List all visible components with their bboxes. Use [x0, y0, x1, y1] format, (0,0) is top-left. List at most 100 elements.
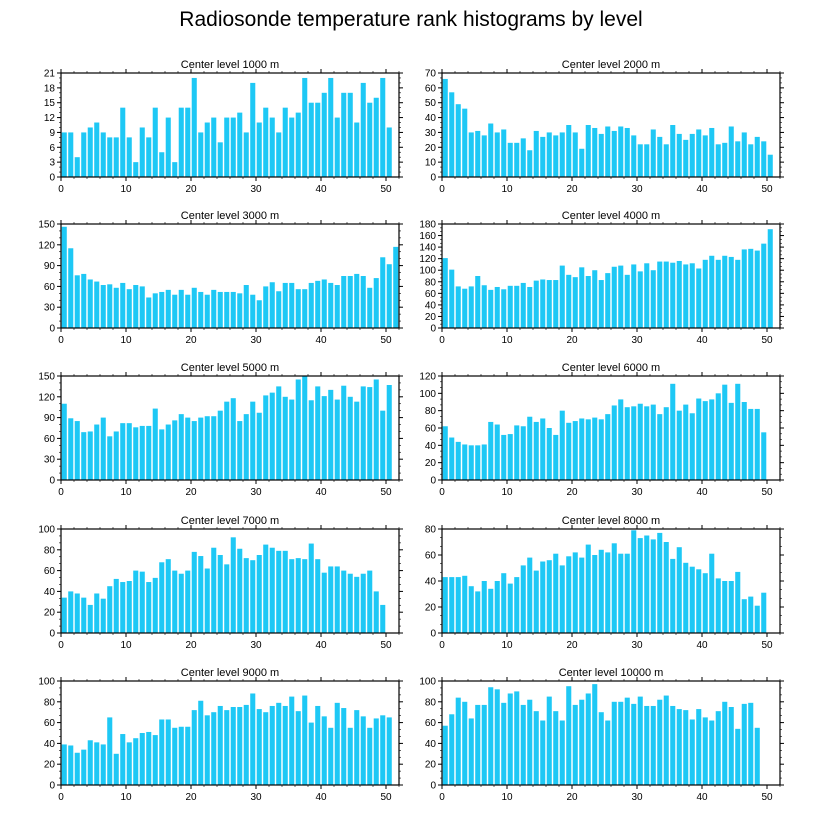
- bar: [380, 77, 386, 177]
- bar: [670, 383, 676, 480]
- bar: [159, 152, 165, 177]
- bar: [494, 424, 500, 480]
- bar: [159, 429, 165, 480]
- bar: [546, 560, 552, 633]
- y-tick-label: 0: [49, 324, 55, 335]
- bar: [198, 556, 204, 633]
- panel-6: Center level 6000 m 0 20 40 60 80 100 120 0 10 20 3…: [419, 362, 784, 498]
- panel-title: Center level 7000 m: [181, 515, 279, 527]
- bar: [386, 264, 392, 328]
- bar: [741, 249, 747, 328]
- bar: [276, 702, 282, 785]
- bar: [449, 714, 455, 785]
- bar: [198, 417, 204, 480]
- bar: [373, 718, 379, 785]
- bar: [172, 294, 178, 328]
- x-tick-label: 10: [120, 792, 132, 803]
- bar: [481, 704, 487, 785]
- bar: [139, 127, 145, 177]
- y-tick-label: 30: [44, 455, 56, 466]
- y-tick-label: 21: [44, 69, 56, 80]
- bar: [631, 703, 637, 785]
- bar: [237, 112, 243, 177]
- y-tick-label: 60: [44, 282, 56, 293]
- bar: [748, 702, 754, 785]
- bar: [100, 417, 106, 480]
- bar: [224, 291, 230, 328]
- bar: [61, 403, 67, 480]
- bar: [507, 285, 513, 328]
- bar: [514, 691, 520, 785]
- bar: [282, 396, 288, 480]
- x-tick-label: 0: [58, 487, 64, 498]
- bar: [211, 289, 217, 328]
- bar: [592, 684, 598, 785]
- bar: [689, 133, 695, 177]
- bar: [631, 264, 637, 328]
- y-tick-label: 150: [38, 220, 55, 231]
- bar: [754, 136, 760, 177]
- bar: [650, 404, 656, 480]
- bar: [172, 570, 178, 633]
- bar: [468, 586, 474, 633]
- bar: [709, 255, 715, 328]
- bar: [442, 426, 448, 480]
- bar: [631, 406, 637, 480]
- bar: [754, 727, 760, 785]
- bar: [689, 566, 695, 633]
- bar: [276, 550, 282, 633]
- bar: [488, 687, 494, 785]
- bar: [81, 132, 87, 177]
- bar: [347, 573, 353, 633]
- bar: [185, 107, 191, 177]
- bar: [553, 135, 559, 177]
- bar: [341, 276, 347, 328]
- y-tick-label: 12: [44, 113, 56, 124]
- bar: [689, 719, 695, 785]
- bar: [198, 132, 204, 177]
- bar: [475, 445, 481, 480]
- bar: [676, 547, 682, 633]
- x-tick-label: 40: [315, 487, 327, 498]
- bar: [289, 399, 295, 480]
- bar: [533, 280, 539, 328]
- bar: [367, 287, 373, 328]
- bar: [683, 264, 689, 328]
- bar: [178, 289, 184, 328]
- bar: [741, 599, 747, 633]
- panel-title: Center level 1000 m: [181, 59, 279, 71]
- bar: [592, 555, 598, 633]
- bar: [527, 416, 533, 480]
- bar: [269, 117, 275, 177]
- bar: [683, 404, 689, 480]
- bar: [657, 414, 663, 480]
- bar: [559, 410, 565, 480]
- panel-3: Center level 3000 m 0 30 60 90 120 150 0 10 20 30 4…: [38, 210, 403, 346]
- x-tick-label: 0: [439, 792, 445, 803]
- panel-title: Center level 9000 m: [181, 667, 279, 679]
- bar: [709, 720, 715, 785]
- bar: [715, 259, 721, 328]
- bar: [683, 139, 689, 177]
- y-tick-label: 80: [425, 697, 437, 708]
- bar: [81, 273, 87, 328]
- y-tick-label: 30: [44, 303, 56, 314]
- bar: [204, 568, 210, 633]
- y-tick-label: 60: [425, 83, 437, 94]
- bar: [663, 407, 669, 480]
- bar: [165, 559, 171, 633]
- bar: [507, 583, 513, 633]
- bar: [74, 157, 80, 177]
- y-tick-label: 140: [419, 243, 436, 254]
- bar: [243, 414, 249, 480]
- bar: [308, 722, 314, 785]
- x-tick-label: 50: [761, 184, 773, 195]
- bar: [107, 284, 113, 328]
- bar: [449, 577, 455, 633]
- bar: [475, 591, 481, 633]
- y-tick-label: 40: [425, 113, 437, 124]
- x-tick-label: 30: [250, 487, 262, 498]
- y-tick-label: 50: [425, 98, 437, 109]
- bar: [637, 403, 643, 480]
- x-tick-label: 20: [185, 184, 197, 195]
